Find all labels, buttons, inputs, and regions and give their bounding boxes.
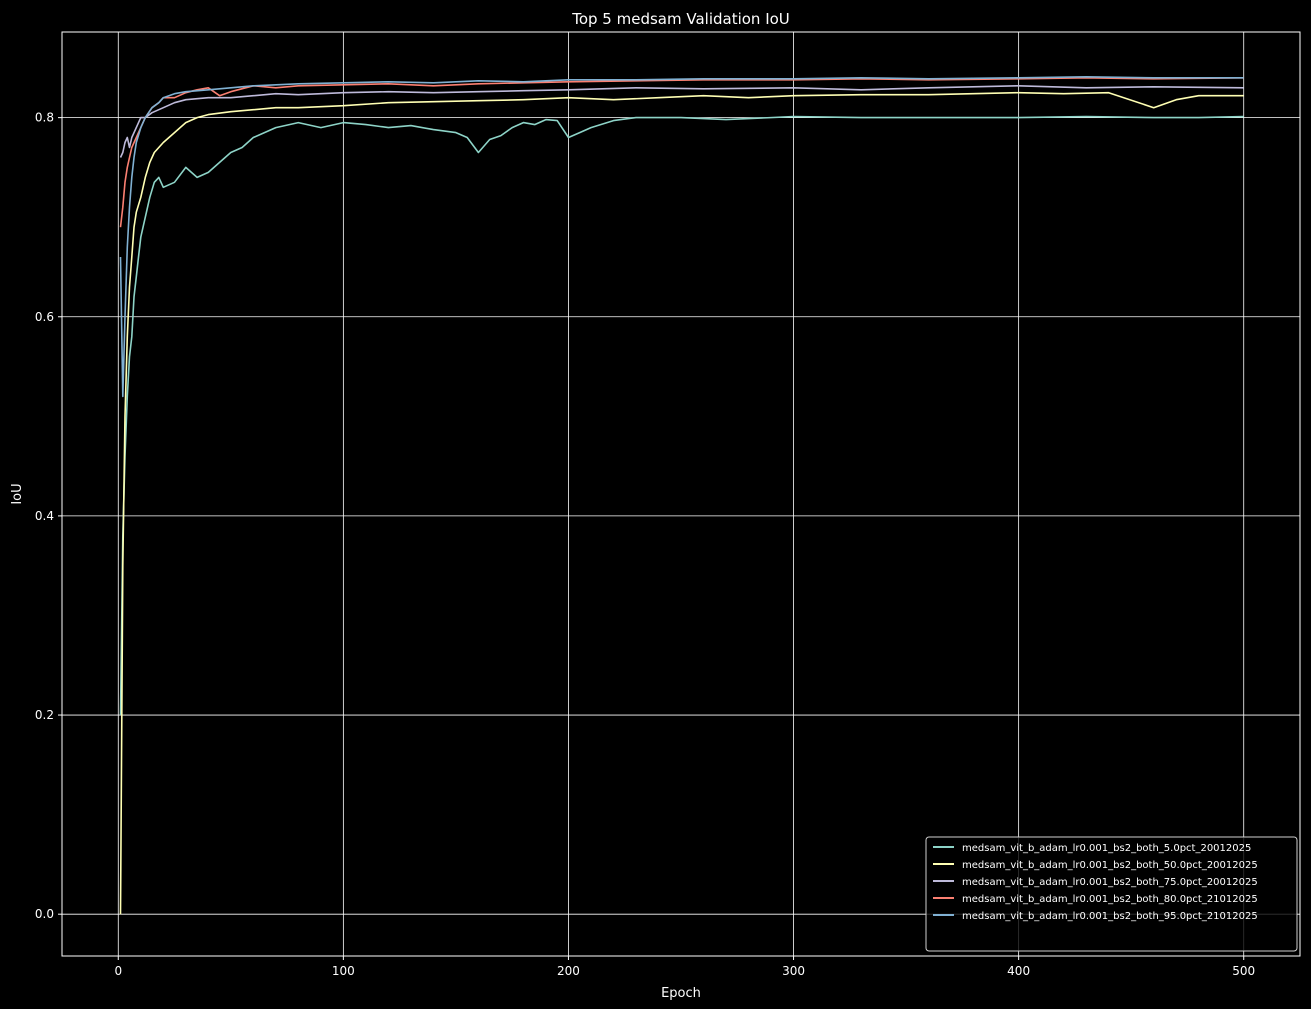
- plot-frame: [61, 31, 1301, 957]
- series-line-1: [119, 115, 1244, 716]
- series-line-2: [119, 91, 1244, 915]
- y-tick-label: 0.0: [35, 907, 54, 921]
- series-group: [119, 76, 1244, 915]
- x-tick-label: 0: [114, 964, 122, 978]
- y-tick-label: 0.4: [35, 509, 54, 523]
- series-line-4: [119, 77, 1244, 228]
- x-tick-label: 200: [557, 964, 580, 978]
- legend-label: medsam_vit_b_adam_lr0.001_bs2_both_75.0p…: [962, 877, 1258, 888]
- x-tick-label: 100: [332, 964, 355, 978]
- tick-labels: 0 100 200 300 400 500 0.0 0.2 0.4 0.6 0.8: [35, 111, 1255, 978]
- legend-box: [925, 836, 1298, 952]
- y-tick-label: 0.2: [35, 708, 54, 722]
- y-tick-label: 0.6: [35, 310, 54, 324]
- y-axis-label: IoU: [10, 483, 25, 504]
- x-tick-label: 400: [1007, 964, 1030, 978]
- legend: medsam_vit_b_adam_lr0.001_bs2_both_5.0pc…: [925, 836, 1298, 952]
- x-axis-label: Epoch: [661, 986, 701, 1001]
- x-tick-label: 500: [1232, 964, 1255, 978]
- y-tick-label: 0.8: [35, 111, 54, 125]
- series-line-5: [119, 76, 1244, 398]
- legend-label: medsam_vit_b_adam_lr0.001_bs2_both_80.0p…: [962, 894, 1258, 905]
- legend-label: medsam_vit_b_adam_lr0.001_bs2_both_50.0p…: [962, 860, 1258, 871]
- x-tick-label: 300: [782, 964, 805, 978]
- legend-label: medsam_vit_b_adam_lr0.001_bs2_both_95.0p…: [962, 911, 1258, 922]
- legend-label: medsam_vit_b_adam_lr0.001_bs2_both_5.0pc…: [962, 843, 1251, 854]
- chart-title: Top 5 medsam Validation IoU: [571, 10, 790, 28]
- series-line-3: [119, 85, 1244, 158]
